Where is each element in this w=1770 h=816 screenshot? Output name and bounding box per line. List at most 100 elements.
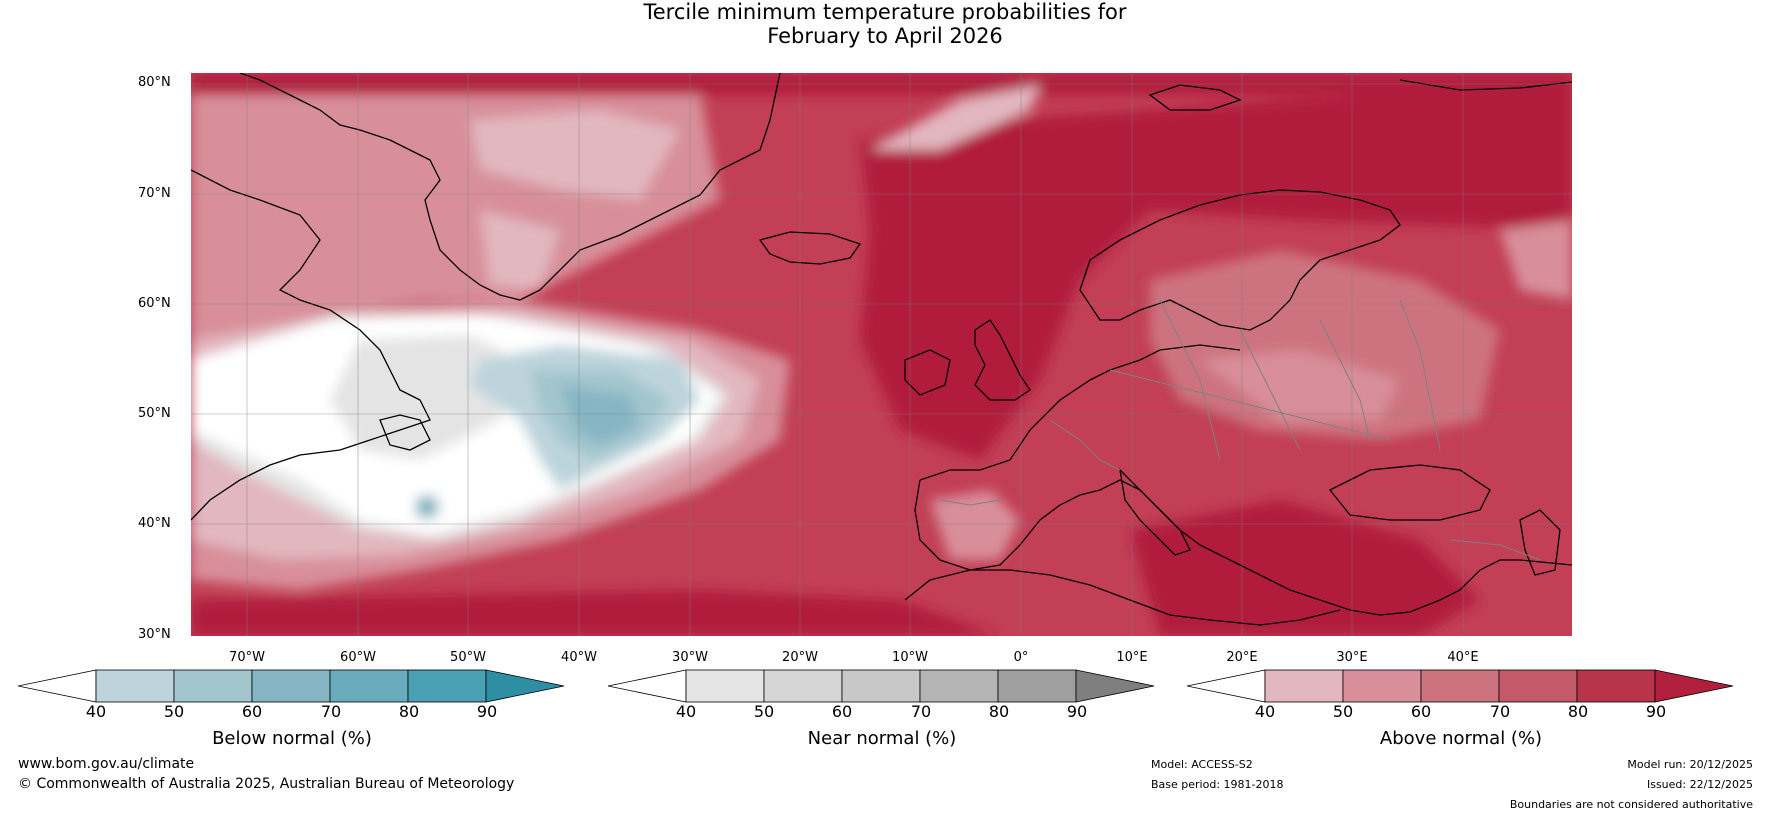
- lat-label-50n: 50°N: [138, 406, 171, 421]
- coast-scandinavia: [1079, 189, 1401, 331]
- colorbar-label-below: Below normal (%): [212, 728, 372, 749]
- coast-baffin: [191, 169, 431, 521]
- chart-title-line1: Tercile minimum temperature probabilitie…: [643, 0, 1127, 24]
- colorbar-below-normal: [18, 669, 565, 703]
- coast-italy: [1119, 468, 1191, 556]
- colorbar-segment: [95, 669, 175, 703]
- colorbar-segment: [997, 669, 1077, 703]
- footer-website: www.bom.gov.au/climate: [18, 756, 195, 772]
- colorbar-segment: [407, 669, 487, 703]
- coast-britain: [974, 319, 1031, 401]
- shade-above-lightest-baffin: [480, 210, 560, 290]
- colorbar-segment: [919, 669, 999, 703]
- colorbar-segment: [173, 669, 253, 703]
- shade-below-inner: [560, 385, 640, 445]
- lat-label-80n: 80°N: [138, 75, 171, 90]
- chart-title-line2: February to April 2026: [767, 24, 1003, 48]
- colorbar-label-above: Above normal (%): [1379, 728, 1543, 749]
- lon-label-20e: 20°E: [1226, 650, 1258, 665]
- probability-shading: [191, 73, 1572, 636]
- colorbar-segment: [763, 669, 843, 703]
- shade-above-dark-north-atlantic: [860, 80, 1572, 460]
- shade-below-spot: [415, 495, 439, 519]
- shade-above-lighter-europe: [1200, 350, 1400, 420]
- tick-above-60: 60: [1410, 702, 1432, 721]
- tick-near-80: 80: [988, 702, 1010, 721]
- coast-greenland: [239, 73, 781, 301]
- tick-below-40: 40: [85, 702, 107, 721]
- lat-label-60n: 60°N: [138, 296, 171, 311]
- shade-above-light-iberia: [930, 490, 1020, 560]
- colorbar-segment: [1342, 669, 1422, 703]
- tick-above-70: 70: [1489, 702, 1511, 721]
- colorbar-label-near: Near normal (%): [807, 728, 957, 749]
- colorbar-segment: [329, 669, 409, 703]
- coast-europe: [919, 344, 1241, 481]
- lat-label-40n: 40°N: [138, 516, 171, 531]
- tick-near-90: 90: [1066, 702, 1088, 721]
- colorbar-segment: [251, 669, 331, 703]
- lon-label-20w: 20°W: [782, 650, 818, 665]
- coastlines-crisp: [191, 73, 1572, 626]
- lon-label-30w: 30°W: [672, 650, 708, 665]
- tick-near-70: 70: [910, 702, 932, 721]
- tick-below-60: 60: [241, 702, 263, 721]
- coast-ireland: [904, 349, 951, 396]
- coast-iceland: [758, 231, 862, 265]
- lat-label-30n: 30°N: [138, 627, 171, 642]
- lon-label-60w: 60°W: [340, 650, 376, 665]
- colorbar-segment: [841, 669, 921, 703]
- footer-copyright: © Commonwealth of Australia 2025, Austra…: [18, 776, 515, 792]
- chart-title: Tercile minimum temperature probabilitie…: [0, 0, 1770, 48]
- lon-label-40e: 40°E: [1447, 650, 1479, 665]
- colorbar-segment: [1576, 669, 1656, 703]
- tick-below-90: 90: [476, 702, 498, 721]
- coast-svalbard: [1148, 84, 1242, 111]
- graticule: [191, 73, 1572, 636]
- tick-near-50: 50: [753, 702, 775, 721]
- colorbar-segment: [1498, 669, 1578, 703]
- coast-newfoundland: [379, 414, 431, 451]
- footer-model-run: Model run: 20/12/2025: [1627, 758, 1753, 771]
- colorbar-near-normal: [608, 669, 1155, 703]
- lat-label-70n: 70°N: [138, 186, 171, 201]
- colorbar-segment: [685, 669, 765, 703]
- coast-north-africa: [904, 569, 1341, 626]
- lon-label-10w: 10°W: [892, 650, 928, 665]
- tick-below-80: 80: [398, 702, 420, 721]
- footer-model: Model: ACCESS-S2: [1151, 758, 1253, 771]
- tick-above-40: 40: [1254, 702, 1276, 721]
- coast-arctic-russia: [1399, 79, 1572, 91]
- lon-label-10e: 10°E: [1116, 650, 1148, 665]
- lon-label-0: 0°: [1013, 650, 1029, 665]
- shade-above-dark-south: [191, 590, 1000, 636]
- tick-near-60: 60: [831, 702, 853, 721]
- tick-below-70: 70: [320, 702, 342, 721]
- lon-label-70w: 70°W: [229, 650, 265, 665]
- colorbar-extend-low: [608, 669, 687, 703]
- country-borders: [939, 299, 1541, 561]
- footer-issued: Issued: 22/12/2025: [1646, 778, 1753, 791]
- colorbar-extend-high: [1654, 669, 1734, 703]
- coast-black-sea: [1328, 464, 1491, 521]
- colorbar-segment: [1420, 669, 1500, 703]
- lon-label-50w: 50°W: [450, 650, 486, 665]
- tick-above-50: 50: [1332, 702, 1354, 721]
- colorbar-above-normal: [1187, 669, 1734, 703]
- shade-near-normal-inner: [330, 335, 520, 460]
- shade-above-light-east: [1500, 220, 1572, 300]
- tick-above-80: 80: [1567, 702, 1589, 721]
- shade-above-dark-mediterranean: [1130, 500, 1480, 636]
- colorbar-extend-high: [485, 669, 565, 703]
- colorbar-extend-low: [1187, 669, 1266, 703]
- lon-label-40w: 40°W: [561, 650, 597, 665]
- tick-below-50: 50: [163, 702, 185, 721]
- coast-caspian: [1519, 509, 1561, 576]
- shade-above-lightest-greenland: [470, 110, 680, 200]
- footer-base-period: Base period: 1981-2018: [1151, 778, 1284, 791]
- colorbar-segment: [1264, 669, 1344, 703]
- colorbar-extend-high: [1075, 669, 1155, 703]
- footer-disclaimer: Boundaries are not considered authoritat…: [1509, 798, 1753, 811]
- shade-above-light-svalbard: [870, 85, 1040, 150]
